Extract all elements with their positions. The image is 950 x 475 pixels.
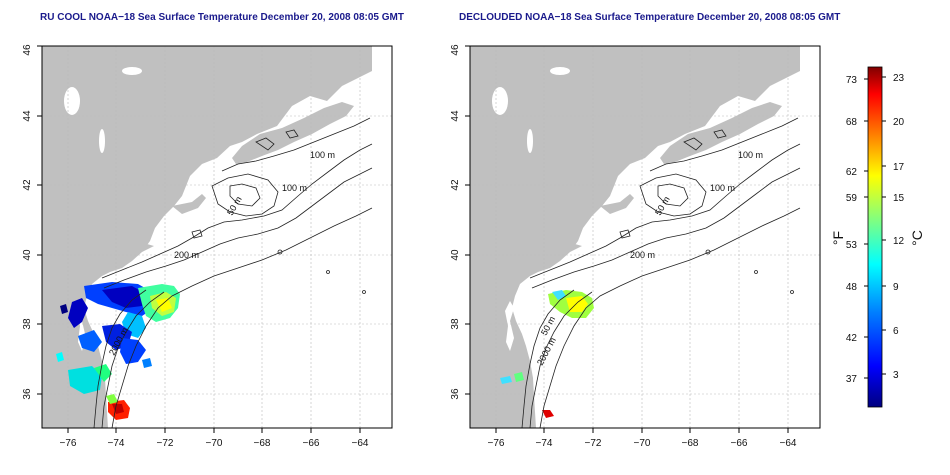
- x-tick-label: −76: [488, 438, 505, 449]
- fahrenheit-tick-label: 42: [846, 333, 858, 344]
- y-tick-label: 42: [22, 179, 33, 191]
- celsius-tick-label: 9: [893, 282, 899, 293]
- fahrenheit-tick-label: 53: [846, 240, 858, 251]
- fahrenheit-tick-label: 62: [846, 167, 858, 178]
- x-tick-label: −68: [682, 438, 699, 449]
- x-tick-label: −64: [780, 438, 797, 449]
- fahrenheit-tick-label: 48: [846, 282, 858, 293]
- y-tick-label: 38: [450, 318, 461, 330]
- x-tick-label: −70: [634, 438, 651, 449]
- contour-label: 100 m: [738, 150, 763, 160]
- y-tick-label: 46: [22, 44, 33, 56]
- sst-data-patches: [56, 282, 180, 420]
- fahrenheit-tick-label: 68: [846, 117, 858, 128]
- contour-label: 200 m: [174, 250, 199, 260]
- y-tick-label: 36: [450, 388, 461, 400]
- x-tick-label: −74: [108, 438, 125, 449]
- contour-label: 100 m: [282, 183, 307, 193]
- celsius-tick-label: 17: [893, 162, 905, 173]
- y-tick-label: 40: [450, 249, 461, 261]
- x-tick-label: −64: [352, 438, 369, 449]
- celsius-tick-label: 23: [893, 73, 905, 84]
- fahrenheit-tick-label: 59: [846, 193, 858, 204]
- celsius-axis-label: °C: [909, 230, 925, 246]
- y-tick-label: 44: [450, 110, 461, 122]
- y-tick-label: 38: [22, 318, 33, 330]
- x-tick-label: −76: [60, 438, 77, 449]
- x-tick-label: −70: [206, 438, 223, 449]
- fahrenheit-tick-label: 37: [846, 374, 858, 385]
- left-panel-title: RU COOL NOAA−18 Sea Surface Temperature …: [40, 12, 404, 23]
- celsius-tick-label: 12: [893, 236, 905, 247]
- celsius-tick-label: 15: [893, 193, 905, 204]
- y-tick-label: 44: [22, 110, 33, 122]
- colorbar: 73 68 62 59 53 48 42 37 23 20 17 15 12 9…: [830, 66, 925, 408]
- x-tick-label: −74: [536, 438, 553, 449]
- contour-label: 200 m: [630, 250, 655, 260]
- celsius-tick-label: 20: [893, 117, 905, 128]
- x-tick-label: −66: [303, 438, 320, 449]
- left-map-panel: 100 m 100 m 50 m 200 m 2000 m −76 −74 −7…: [22, 44, 393, 449]
- celsius-tick-label: 3: [893, 370, 899, 381]
- x-tick-label: −68: [254, 438, 271, 449]
- contour-label: 100 m: [310, 150, 335, 160]
- right-panel-title: DECLOUDED NOAA−18 Sea Surface Temperatur…: [459, 12, 841, 23]
- y-tick-label: 46: [450, 44, 461, 56]
- fahrenheit-tick-label: 73: [846, 75, 858, 86]
- y-tick-label: 36: [22, 388, 33, 400]
- x-tick-label: −72: [585, 438, 602, 449]
- y-tick-label: 40: [22, 249, 33, 261]
- right-map-panel: 100 m 100 m 50 m 200 m 50 m 2000 m −76 −…: [450, 44, 821, 449]
- x-tick-label: −72: [157, 438, 174, 449]
- contour-label: 100 m: [710, 183, 735, 193]
- y-tick-label: 42: [450, 179, 461, 191]
- colorbar-gradient: [867, 66, 883, 408]
- x-tick-label: −66: [731, 438, 748, 449]
- celsius-tick-label: 6: [893, 326, 899, 337]
- fahrenheit-axis-label: °F: [830, 231, 846, 245]
